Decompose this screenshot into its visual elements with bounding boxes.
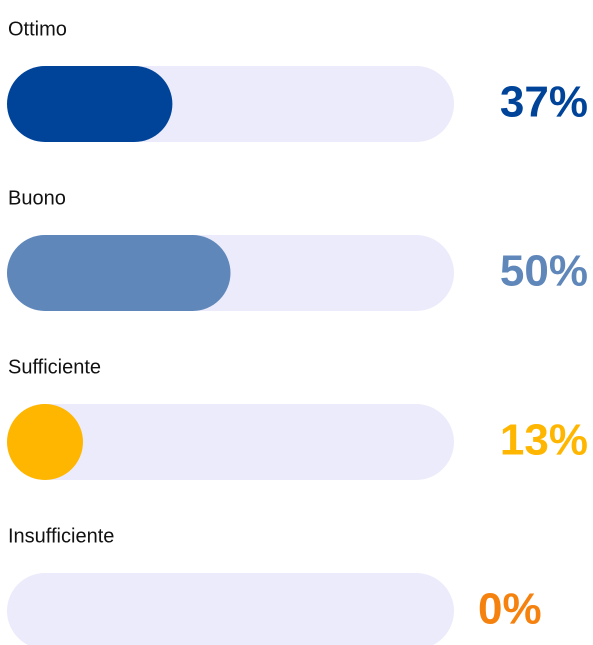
bar-track — [7, 573, 454, 645]
bar — [7, 66, 173, 142]
category-label: Insufficiente — [8, 525, 114, 547]
category-label: Ottimo — [8, 18, 67, 40]
value-label: 50% — [500, 247, 588, 296]
bar — [7, 235, 231, 311]
bar — [7, 404, 83, 480]
category-label: Sufficiente — [8, 356, 101, 378]
value-label: 37% — [500, 78, 588, 127]
category-label: Buono — [8, 187, 66, 209]
bar-track — [7, 404, 454, 480]
value-label: 0% — [478, 585, 542, 634]
value-label: 13% — [500, 416, 588, 465]
